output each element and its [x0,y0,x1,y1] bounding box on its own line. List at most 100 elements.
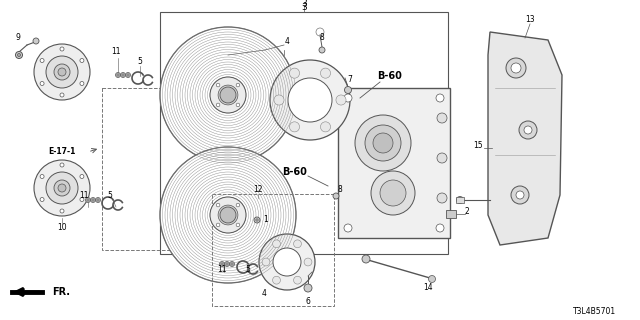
Circle shape [456,196,463,204]
Circle shape [216,103,220,107]
Circle shape [92,199,94,201]
Circle shape [437,113,447,123]
Circle shape [97,199,99,201]
Circle shape [220,87,236,103]
Text: E-17-1: E-17-1 [48,148,76,156]
Circle shape [216,83,220,87]
Text: T3L4B5701: T3L4B5701 [573,308,616,316]
Circle shape [87,199,89,201]
Circle shape [221,263,223,265]
Circle shape [160,147,296,283]
Circle shape [40,197,44,202]
Circle shape [80,197,84,202]
Circle shape [60,209,64,213]
Text: 10: 10 [57,223,67,233]
Circle shape [344,86,351,93]
Circle shape [86,197,90,203]
Circle shape [54,64,70,80]
Text: 4: 4 [285,37,289,46]
Text: 11: 11 [217,266,227,275]
Circle shape [17,53,20,57]
Circle shape [115,73,120,77]
Circle shape [365,125,401,161]
Circle shape [262,258,270,266]
Circle shape [46,56,78,88]
Text: 11: 11 [111,47,121,57]
Circle shape [54,180,70,196]
Circle shape [127,74,129,76]
Circle shape [259,234,315,290]
Circle shape [216,223,220,227]
Circle shape [429,276,435,283]
Text: 1: 1 [264,215,268,225]
Text: 13: 13 [525,15,535,25]
Circle shape [273,248,301,276]
Circle shape [273,240,280,248]
Circle shape [506,58,526,78]
Text: 5: 5 [246,266,250,275]
Circle shape [15,52,22,59]
Text: 11: 11 [79,190,89,199]
Circle shape [321,122,330,132]
Circle shape [95,197,100,203]
Circle shape [373,133,393,153]
Text: 8: 8 [319,34,324,43]
Text: 14: 14 [423,284,433,292]
Circle shape [304,258,312,266]
Circle shape [274,95,284,105]
Circle shape [524,126,532,134]
Circle shape [256,219,258,221]
Circle shape [362,255,370,263]
Circle shape [122,74,124,76]
Circle shape [210,77,246,113]
Circle shape [236,203,240,207]
Circle shape [80,59,84,62]
Circle shape [273,276,280,284]
Circle shape [288,78,332,122]
Text: 5: 5 [108,190,113,199]
Circle shape [294,276,301,284]
Circle shape [289,68,300,78]
Circle shape [34,160,90,216]
Circle shape [304,284,312,292]
Circle shape [60,93,64,97]
Circle shape [230,261,234,267]
Circle shape [216,203,220,207]
Circle shape [225,261,230,267]
Circle shape [160,27,296,163]
Circle shape [60,163,64,167]
Text: 7: 7 [348,75,353,84]
Circle shape [40,174,44,179]
Circle shape [80,82,84,85]
Circle shape [270,60,350,140]
Circle shape [321,68,330,78]
Circle shape [333,193,339,199]
Circle shape [125,73,131,77]
Circle shape [519,121,537,139]
Circle shape [516,191,524,199]
Circle shape [58,184,66,192]
Polygon shape [488,32,562,245]
Circle shape [336,95,346,105]
Text: 9: 9 [15,34,20,43]
Circle shape [40,82,44,85]
Circle shape [218,85,238,105]
Circle shape [371,171,415,215]
Circle shape [220,261,225,267]
Circle shape [226,263,228,265]
Bar [456,197,464,203]
Circle shape [40,59,44,62]
Circle shape [60,47,64,51]
Circle shape [511,63,521,73]
Circle shape [289,122,300,132]
Polygon shape [338,88,450,238]
Circle shape [34,44,90,100]
Text: 3: 3 [301,4,307,12]
Circle shape [33,38,39,44]
Circle shape [344,94,352,102]
Circle shape [236,223,240,227]
Circle shape [380,180,406,206]
Bar [212,194,334,306]
Circle shape [511,186,529,204]
Circle shape [436,224,444,232]
